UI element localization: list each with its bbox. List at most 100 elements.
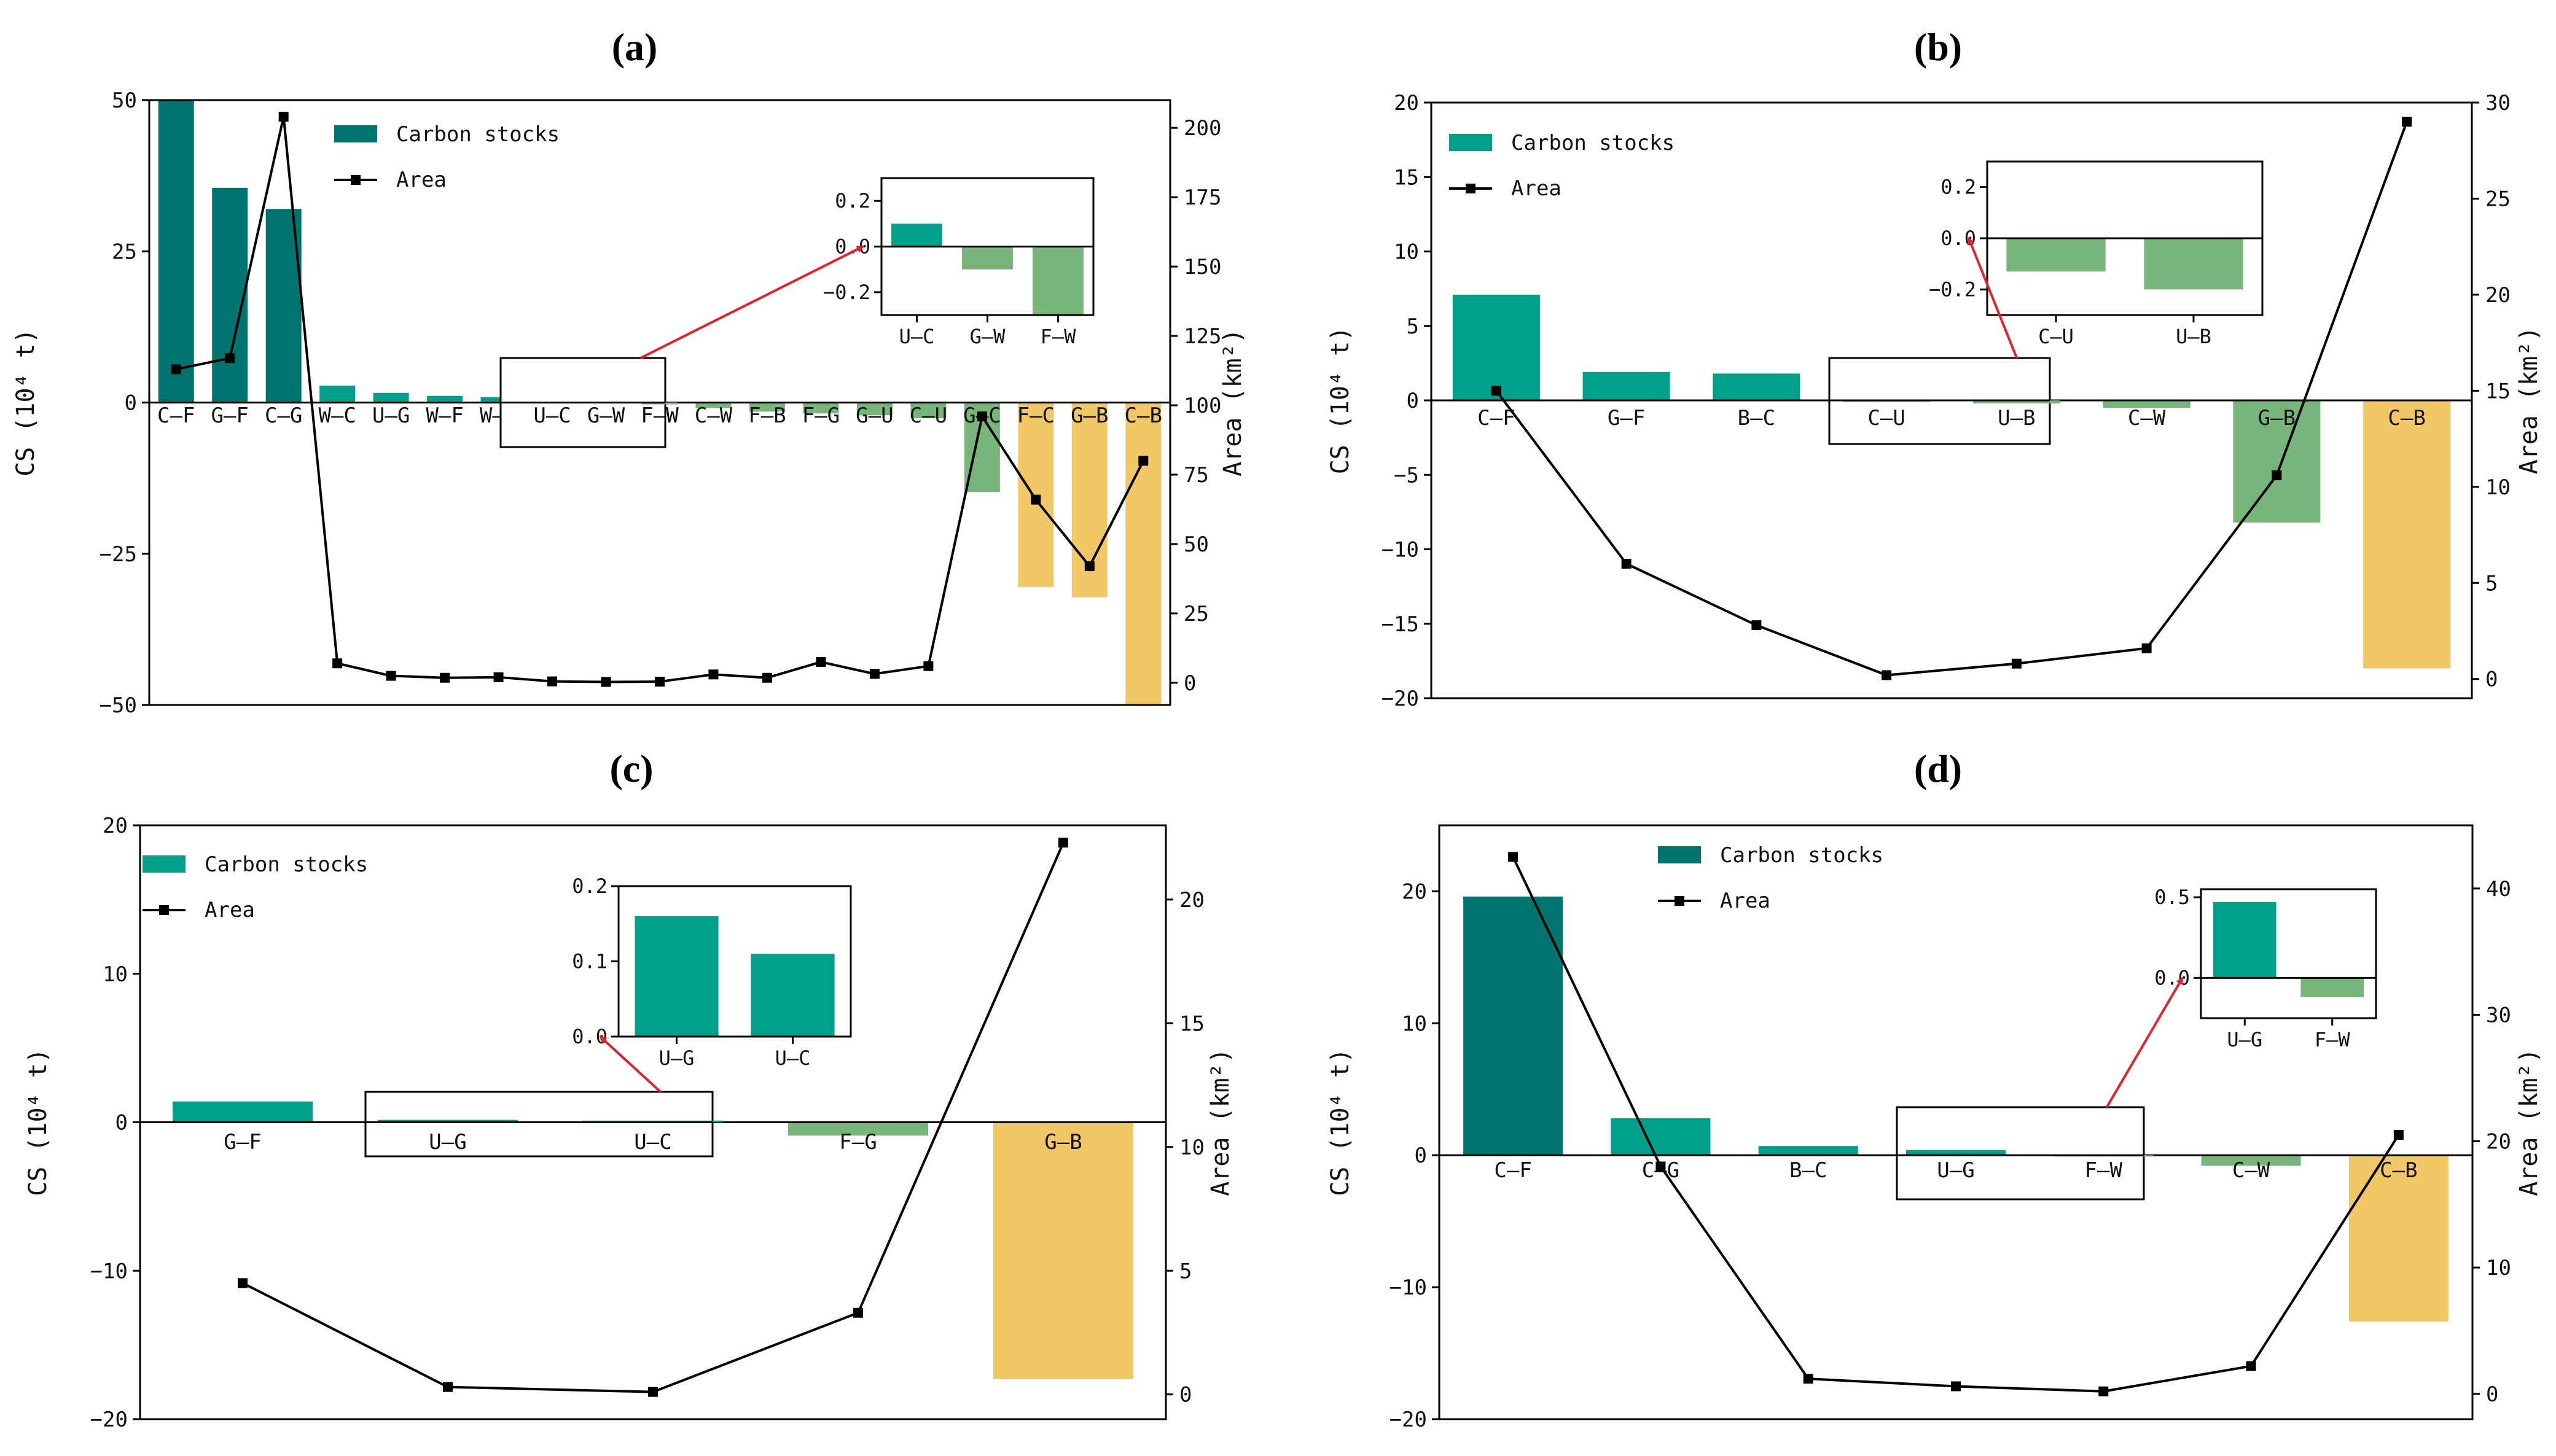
panel-d-y-axis-label: CS (10⁴ t) [1326, 1048, 1354, 1196]
panel-a-category-label-13: G–U [856, 403, 893, 428]
panel-a-category-label-18: C–B [1125, 403, 1162, 428]
panel-d-plot-frame [1438, 824, 2474, 1420]
panel-d-inset-bar-0 [2213, 902, 2277, 978]
panel-c-area-point-4 [1058, 838, 1068, 848]
panel-a-bar-13 [856, 402, 893, 416]
panel-a-category-label-11: F–B [748, 403, 786, 428]
panel-a-area-point-13 [869, 669, 880, 679]
panel-b-zoom-category-label-3: C–U [1867, 406, 1905, 430]
panel-a-bar-5 [427, 395, 463, 403]
panel-b-area-line [1495, 121, 2409, 677]
panel-b-bar-5 [2103, 400, 2191, 408]
panel-a-inset-bar-1 [962, 246, 1013, 270]
panel-c-bar-4 [993, 1122, 1133, 1379]
panel-b-legend-line-marker [1466, 184, 1475, 193]
panel-d-area-point-3 [1951, 1381, 1961, 1392]
panel-c-inset-y-tick-0: 0.2 [572, 874, 608, 898]
panel-c-inset-y-tick-1: 0.1 [572, 950, 608, 973]
panel-a-category-label-17: G–B [1071, 403, 1108, 428]
panel-a-area-point-14 [923, 661, 934, 671]
panel-a-y2-tick-3: 125 [1184, 324, 1221, 349]
panel-b-category-label-1: G–F [1608, 406, 1645, 430]
panel-d-zoom-category-label-3: U–G [1937, 1158, 1974, 1183]
panel-d-area-point-1 [1655, 1161, 1666, 1172]
panel-a-category-label-3: W–C [318, 403, 356, 428]
panel-a-legend-bar-label: Carbon stocks [396, 122, 560, 147]
panel-c-legend-bar-label: Carbon stocks [205, 852, 368, 877]
panel-a-area-point-1 [225, 353, 235, 364]
panel-b-area-point-6 [2272, 470, 2282, 481]
panel-a-inset-y-tick-0: 0.2 [835, 189, 870, 212]
panel-d-category-label-5: C–W [2232, 1158, 2270, 1183]
panel-a-legend-line-marker [351, 175, 361, 185]
panel-a-inset-bar-2 [1033, 246, 1084, 315]
panel-a-zoom-arrow [639, 245, 864, 359]
panel-a-y-tick-2: 0 [125, 391, 137, 416]
panel-a-area-point-2 [278, 112, 289, 122]
panel-c-legend-line-label: Area [205, 898, 255, 922]
panel-c-y-tick-4: −20 [90, 1407, 128, 1432]
panel-d-category-label-0: C–F [1494, 1158, 1531, 1183]
panel-b-y2-tick-0: 30 [2485, 91, 2511, 115]
panel-c-inset-y-tick-2: 0.0 [572, 1025, 608, 1048]
panel-c-zoom-category-label-1: U–G [429, 1130, 466, 1154]
panel-b-y2-tick-1: 25 [2485, 187, 2511, 211]
panel-a-category-label-2: C–G [265, 403, 302, 428]
panel-d-area-point-6 [2393, 1130, 2404, 1140]
panel-a-y2-tick-6: 50 [1184, 532, 1209, 557]
panel-d-y2-tick-4: 0 [2486, 1382, 2498, 1407]
panel-c-zoom-box [364, 1091, 714, 1158]
panel-b-category-label-5: C–W [2128, 406, 2166, 430]
panel-d-y2-tick-3: 10 [2486, 1256, 2511, 1280]
panel-a-area-point-6 [493, 672, 504, 682]
panel-b-area-point-0 [1491, 386, 1501, 396]
panel-c-category-label-0: G–F [224, 1130, 261, 1154]
panel-c-y-tick-2: 0 [115, 1111, 128, 1135]
panel-a-y2-tick-0: 200 [1184, 116, 1221, 141]
panel-d-area-point-0 [1508, 852, 1518, 862]
panel-a-category-label-1: G–F [211, 403, 248, 428]
panel-b-inset-y-tick-0: 0.2 [1940, 176, 1976, 199]
panel-a-category-label-16: F–C [1017, 403, 1055, 428]
panel-a-inset-bar-0 [891, 224, 942, 247]
panel-c-legend-line-marker [159, 905, 169, 915]
panel-d-area-point-4 [2098, 1386, 2109, 1396]
panel-b-y-tick-3: 5 [1407, 314, 1419, 339]
panel-d-area-point-5 [2246, 1361, 2256, 1371]
panel-b-area-point-5 [2141, 643, 2152, 653]
panel-d-inset-bar-1 [2300, 978, 2364, 997]
panel-a-y2-tick-8: 0 [1184, 671, 1196, 696]
panel-c-zoom-arrow [599, 1035, 662, 1093]
panel-b-y2-axis-label: Area (km²) [2515, 327, 2543, 475]
panel-a-area-point-5 [440, 672, 450, 683]
panel-c-zoom-category-label-2: U–C [634, 1130, 671, 1154]
panel-b-bar-6 [2233, 400, 2321, 523]
panel-d-inset-frame-overlay [2200, 888, 2377, 1019]
panel-c-bar-3 [788, 1122, 928, 1136]
panel-d-inset-y-tick-1: 0.0 [2154, 966, 2190, 989]
panel-c-legend-bar-swatch [143, 855, 186, 873]
panel-b-category-label-7: C–B [2388, 406, 2425, 430]
panel-d-y2-tick-0: 40 [2486, 877, 2511, 901]
panel-a-inset-y-tick-2: −0.2 [823, 281, 870, 304]
panel-a-inset-category-label-2: F–W [1041, 325, 1077, 348]
panel-b-y-tick-1: 15 [1394, 165, 1419, 190]
panel-b-legend-bar-swatch [1449, 134, 1492, 151]
panel-b-y2-tick-4: 10 [2485, 475, 2511, 500]
panel-c-area-point-2 [648, 1387, 658, 1397]
panel-a-bar-11 [749, 402, 785, 412]
panel-c-inset-bar-1 [751, 954, 835, 1037]
panel-a-bar-18 [1125, 402, 1162, 705]
panel-d-legend-line-label: Area [1720, 889, 1770, 913]
panel-a-bar-12 [803, 402, 839, 414]
panel-c-category-label-4: G–B [1044, 1130, 1082, 1154]
panel-a-area-point-16 [1031, 494, 1041, 505]
panel-d-legend-bar-label: Carbon stocks [1720, 843, 1883, 868]
panel-a-area-point-4 [386, 671, 396, 681]
panel-c-y-tick-3: −10 [90, 1259, 128, 1283]
panel-c-y2-tick-4: 0 [1179, 1383, 1192, 1407]
panel-d-area-point-2 [1803, 1374, 1813, 1384]
panel-d-zoom-bar-3 [1906, 1150, 2006, 1156]
panel-a-area-point-7 [547, 676, 558, 687]
panel-a-y2-tick-2: 150 [1184, 255, 1221, 279]
